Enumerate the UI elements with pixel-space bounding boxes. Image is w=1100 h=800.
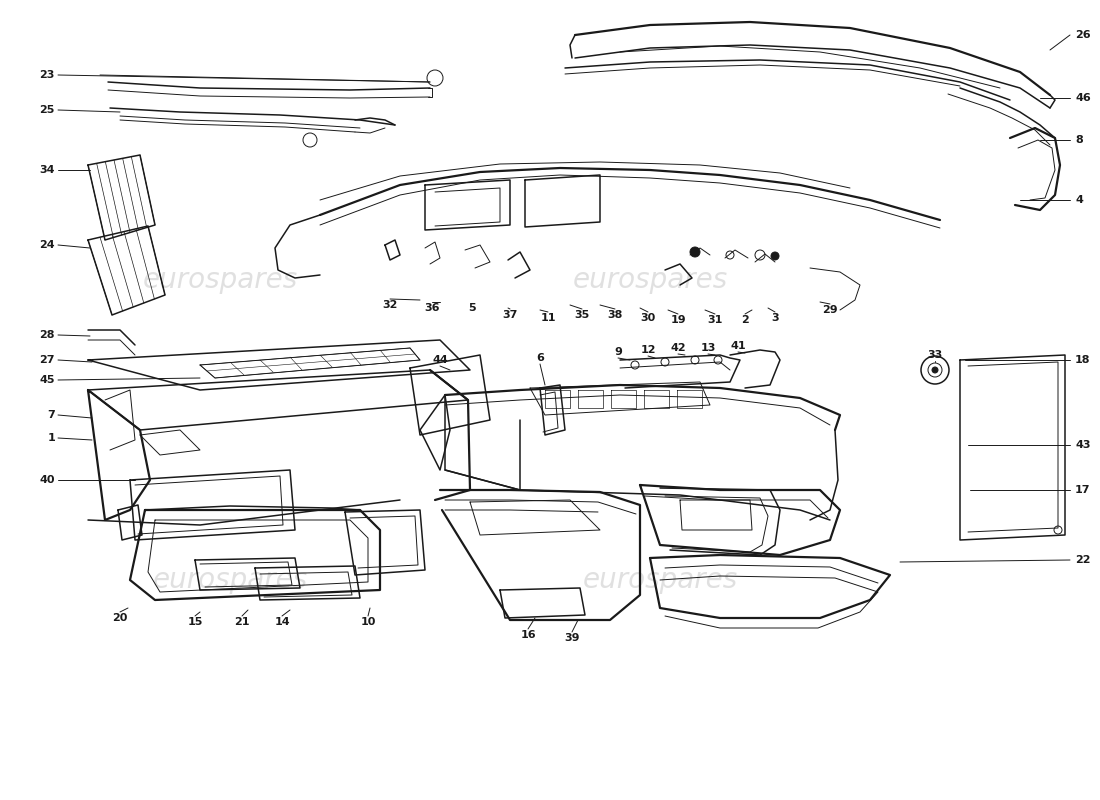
Text: 6: 6 — [536, 353, 543, 363]
Text: 11: 11 — [540, 313, 556, 323]
Text: 15: 15 — [187, 617, 202, 627]
Text: 30: 30 — [640, 313, 656, 323]
Text: 36: 36 — [425, 303, 440, 313]
Text: eurospares: eurospares — [153, 566, 308, 594]
Text: 14: 14 — [274, 617, 289, 627]
Circle shape — [932, 367, 938, 373]
Text: 34: 34 — [40, 165, 55, 175]
Text: 29: 29 — [822, 305, 838, 315]
Text: 37: 37 — [503, 310, 518, 320]
Text: 13: 13 — [701, 343, 716, 353]
Text: 22: 22 — [1075, 555, 1090, 565]
Text: 26: 26 — [1075, 30, 1090, 40]
Text: 20: 20 — [112, 613, 128, 623]
Text: 16: 16 — [520, 630, 536, 640]
Text: 40: 40 — [40, 475, 55, 485]
Text: 42: 42 — [670, 343, 685, 353]
Text: 4: 4 — [1075, 195, 1082, 205]
Text: 46: 46 — [1075, 93, 1091, 103]
Text: 25: 25 — [40, 105, 55, 115]
Text: 28: 28 — [40, 330, 55, 340]
Text: 7: 7 — [47, 410, 55, 420]
Text: 27: 27 — [40, 355, 55, 365]
Text: 10: 10 — [361, 617, 376, 627]
Circle shape — [771, 252, 779, 260]
Text: 9: 9 — [614, 347, 622, 357]
Text: eurospares: eurospares — [572, 266, 727, 294]
Text: 12: 12 — [640, 345, 656, 355]
Text: 2: 2 — [741, 315, 749, 325]
Text: 39: 39 — [564, 633, 580, 643]
Text: 38: 38 — [607, 310, 623, 320]
Text: 32: 32 — [383, 300, 398, 310]
Text: 19: 19 — [670, 315, 685, 325]
Text: 41: 41 — [730, 341, 746, 351]
Text: 43: 43 — [1075, 440, 1090, 450]
Text: 1: 1 — [47, 433, 55, 443]
Text: 44: 44 — [432, 355, 448, 365]
Text: 33: 33 — [927, 350, 943, 360]
Text: 31: 31 — [707, 315, 723, 325]
Text: eurospares: eurospares — [582, 566, 738, 594]
Circle shape — [690, 247, 700, 257]
Text: 18: 18 — [1075, 355, 1090, 365]
Text: 17: 17 — [1075, 485, 1090, 495]
Text: 45: 45 — [40, 375, 55, 385]
Text: 23: 23 — [40, 70, 55, 80]
Text: eurospares: eurospares — [142, 266, 298, 294]
Text: 5: 5 — [469, 303, 476, 313]
Text: 24: 24 — [40, 240, 55, 250]
Text: 3: 3 — [771, 313, 779, 323]
Text: 21: 21 — [234, 617, 250, 627]
Text: 35: 35 — [574, 310, 590, 320]
Text: 8: 8 — [1075, 135, 1082, 145]
